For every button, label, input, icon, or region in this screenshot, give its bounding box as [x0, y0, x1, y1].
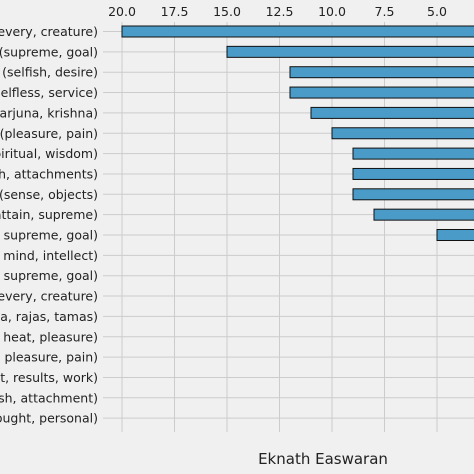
bar — [436, 229, 474, 241]
category-label: heat, pleasure) — [3, 329, 98, 344]
bar — [226, 45, 474, 58]
bar — [331, 127, 474, 140]
x-tick-label: 7.5 — [375, 4, 395, 19]
bar — [352, 188, 474, 201]
x-tick-label: 5.0 — [427, 4, 447, 19]
bar — [352, 167, 474, 180]
category-label: t, results, work) — [0, 370, 98, 385]
category-label: pleasure, pain) — [4, 350, 98, 365]
category-label: supreme, goal) — [4, 268, 98, 283]
bar — [289, 66, 474, 79]
x-tick-label: 20.0 — [108, 4, 136, 19]
bar — [352, 147, 474, 160]
category-label: every, creature) — [0, 289, 98, 304]
x-tick-label: 17.5 — [161, 4, 189, 19]
category-label: every, creature) — [0, 24, 98, 39]
category-label: ought, personal) — [0, 411, 98, 426]
category-label: arjuna, krishna) — [0, 105, 98, 120]
bar — [121, 25, 474, 38]
category-label: a, rajas, tamas) — [0, 309, 98, 324]
category-label: (supreme, goal) — [0, 44, 98, 59]
bar — [373, 208, 474, 221]
x-tick-label: 12.5 — [266, 4, 294, 19]
category-label: piritual, wisdom) — [0, 146, 98, 161]
category-label: mind, intellect) — [3, 248, 98, 263]
category-label: (pleasure, pain) — [0, 126, 98, 141]
category-label: elfless, service) — [1, 85, 98, 100]
grid-lines — [103, 22, 474, 432]
bar — [289, 86, 474, 99]
category-label: attain, supreme) — [0, 207, 98, 222]
bar — [310, 106, 474, 119]
x-tick-labels: 20.0 17.5 15.0 12.5 10.0 7.5 5.0 — [108, 4, 447, 19]
category-labels: every, creature) (supreme, goal) (selfish,… — [0, 24, 98, 426]
category-label: (selfish, desire) — [2, 65, 98, 80]
x-tick-label: 10.0 — [318, 4, 346, 19]
category-label: sh, attachment) — [0, 390, 98, 405]
x-tick-label: 15.0 — [213, 4, 241, 19]
category-label: supreme, goal) — [4, 228, 98, 243]
category-label: (sense, objects) — [0, 187, 98, 202]
x-axis-label: Eknath Easwaran — [258, 450, 388, 468]
category-label: h, attachments) — [0, 166, 98, 181]
bars — [121, 25, 474, 241]
